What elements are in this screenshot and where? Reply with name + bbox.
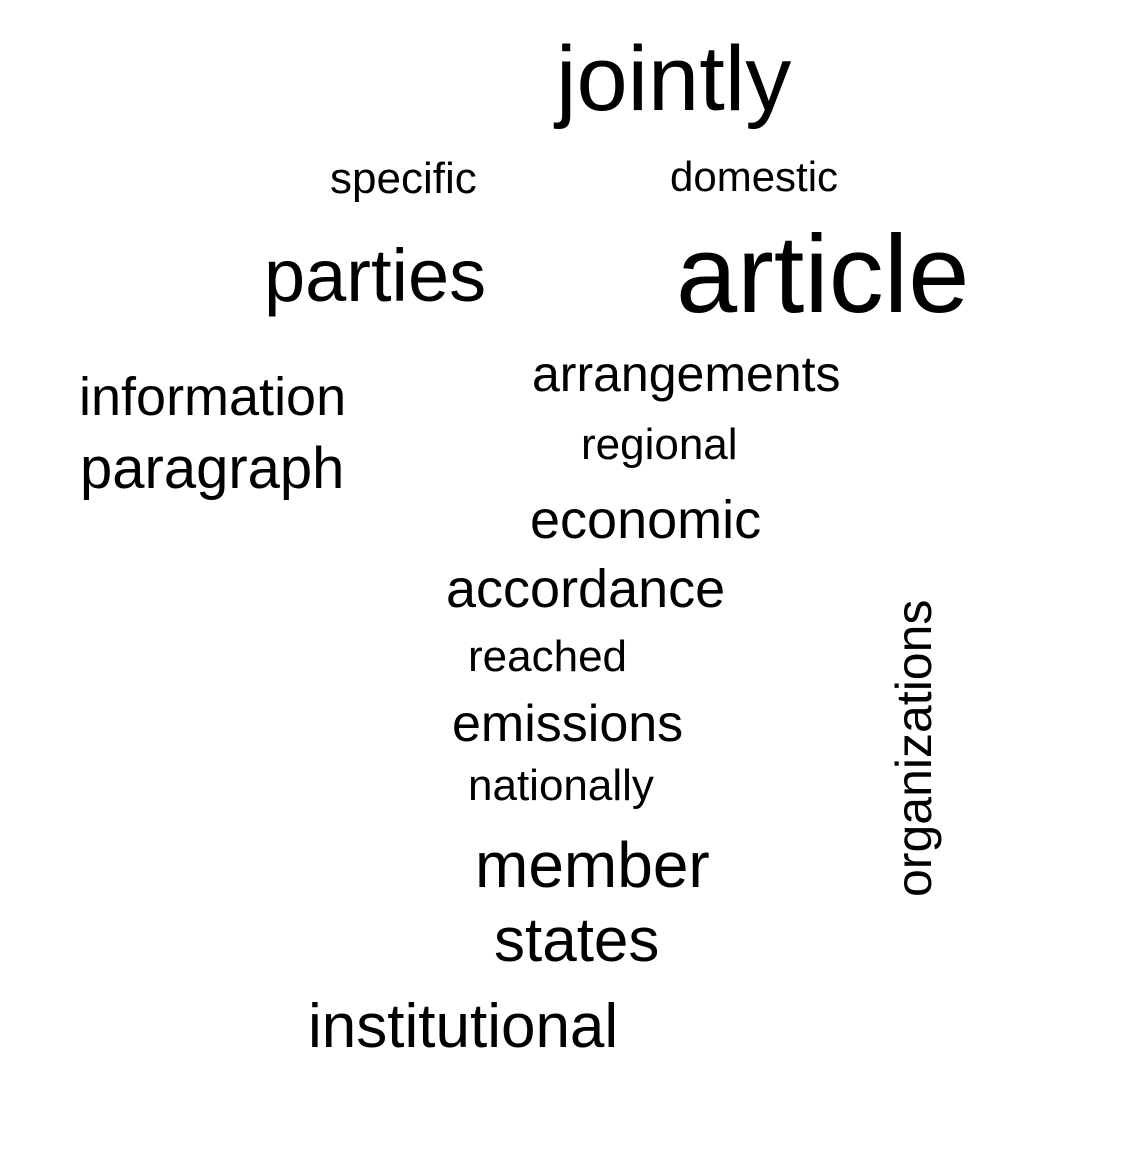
word-nationally: nationally	[468, 761, 654, 810]
word-parties: parties	[264, 234, 487, 317]
word-domestic: domestic	[670, 153, 839, 200]
word-article: article	[676, 213, 970, 336]
word-information: information	[79, 367, 347, 427]
word-organizations: organizations	[886, 599, 942, 897]
word-member: member	[475, 829, 710, 901]
word-accordance: accordance	[446, 559, 726, 619]
word-arrangements: arrangements	[532, 346, 841, 402]
word-institutional: institutional	[308, 992, 619, 1061]
word-economic: economic	[530, 490, 762, 550]
word-specific: specific	[330, 154, 477, 203]
word-regional: regional	[581, 420, 738, 469]
word-jointly: jointly	[556, 28, 792, 130]
word-emissions: emissions	[452, 695, 684, 753]
word-reached: reached	[468, 632, 628, 681]
word-states: states	[494, 906, 660, 975]
word-paragraph: paragraph	[80, 436, 345, 501]
